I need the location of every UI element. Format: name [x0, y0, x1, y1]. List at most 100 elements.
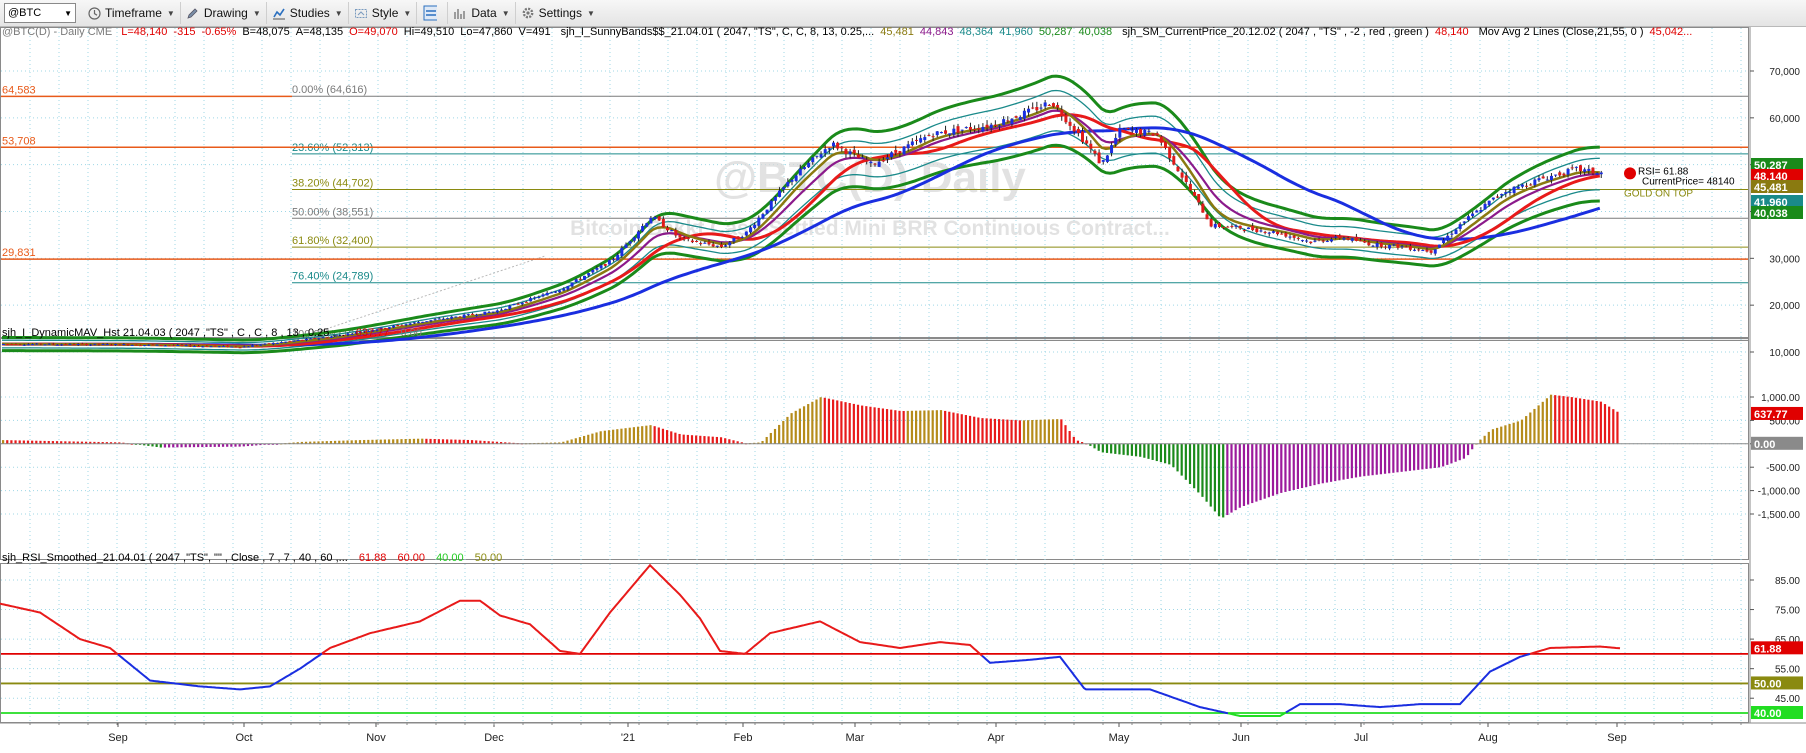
candle[interactable]	[628, 241, 632, 244]
candle[interactable]	[699, 243, 703, 245]
candle[interactable]	[1558, 172, 1562, 176]
mav-bar[interactable]	[578, 437, 582, 444]
mav-bar[interactable]	[367, 439, 370, 444]
candle[interactable]	[1172, 156, 1176, 165]
mav-bar[interactable]	[1425, 443, 1428, 469]
candle[interactable]	[964, 127, 968, 129]
mav-bar[interactable]	[192, 443, 196, 448]
mav-bar[interactable]	[1454, 443, 1457, 462]
candle[interactable]	[1072, 125, 1076, 132]
candle[interactable]	[956, 126, 960, 133]
candle[interactable]	[400, 325, 404, 327]
rsi-line-segment[interactable]	[117, 652, 323, 691]
mav-bar[interactable]	[1487, 431, 1490, 444]
candle[interactable]	[856, 154, 860, 158]
mav-bar[interactable]	[1122, 443, 1125, 455]
candle[interactable]	[973, 129, 977, 131]
candle[interactable]	[1425, 249, 1429, 252]
mav-bar[interactable]	[1271, 443, 1275, 496]
candle[interactable]	[234, 346, 238, 348]
mav-bar[interactable]	[1022, 420, 1026, 444]
mav-bar[interactable]	[1068, 431, 1071, 444]
mav-bar[interactable]	[1226, 443, 1229, 516]
mav-bar[interactable]	[358, 440, 362, 444]
mav-bar[interactable]	[22, 440, 25, 444]
candle[interactable]	[259, 344, 263, 346]
mav-bar[interactable]	[898, 410, 901, 444]
candle[interactable]	[1520, 184, 1524, 187]
mav-bar[interactable]	[1209, 443, 1212, 507]
mav-bar[interactable]	[811, 401, 814, 444]
mav-bar[interactable]	[1002, 419, 1005, 444]
mav-bar[interactable]	[1603, 404, 1607, 444]
mav-bar[interactable]	[1574, 397, 1578, 444]
mav-bar[interactable]	[1504, 425, 1507, 444]
mav-bar[interactable]	[1346, 443, 1349, 479]
mav-bar[interactable]	[1031, 420, 1034, 444]
mav-bar[interactable]	[184, 443, 187, 448]
candle[interactable]	[197, 346, 201, 348]
candle[interactable]	[670, 230, 674, 232]
mav-bar[interactable]	[1525, 416, 1528, 444]
candle[interactable]	[695, 240, 699, 242]
timeframe-button[interactable]: Timeframe ▼	[82, 2, 181, 24]
candle[interactable]	[1051, 103, 1055, 107]
mav-bar[interactable]	[18, 440, 21, 444]
candle[interactable]	[1164, 142, 1167, 148]
mav-bar[interactable]	[769, 432, 772, 444]
candle[interactable]	[329, 336, 333, 338]
mav-bar[interactable]	[707, 436, 710, 444]
mav-bar[interactable]	[296, 442, 299, 444]
mav-bar[interactable]	[815, 399, 818, 444]
candle[interactable]	[358, 332, 362, 334]
mav-bar[interactable]	[653, 426, 656, 444]
candle[interactable]	[462, 314, 466, 318]
mav-bar[interactable]	[1566, 396, 1569, 444]
candle[interactable]	[1093, 150, 1097, 154]
candle[interactable]	[64, 343, 68, 345]
mav-bar[interactable]	[1292, 443, 1295, 490]
mav-bar[interactable]	[1072, 436, 1075, 444]
mav-bar[interactable]	[60, 441, 63, 444]
mav-bar[interactable]	[396, 439, 399, 444]
mav-bar[interactable]	[412, 438, 416, 444]
mav-bar[interactable]	[1458, 443, 1461, 461]
mav-bar[interactable]	[221, 443, 225, 447]
mav-bar[interactable]	[558, 442, 561, 444]
mav-bar[interactable]	[993, 418, 997, 444]
candle[interactable]	[1168, 146, 1172, 159]
candle[interactable]	[587, 273, 591, 276]
chart-area[interactable]: @BTC(D) Daily Bitcoin Bakkt Cash-Settled…	[0, 27, 1806, 753]
candle[interactable]	[744, 231, 748, 236]
mav-bar[interactable]	[591, 433, 594, 444]
candle[interactable]	[944, 130, 948, 134]
candle[interactable]	[1018, 116, 1022, 120]
mav-bar[interactable]	[570, 439, 573, 444]
candle[interactable]	[134, 344, 138, 346]
mav-bar[interactable]	[1616, 411, 1619, 444]
candle[interactable]	[520, 302, 524, 305]
candle[interactable]	[765, 209, 769, 214]
rsi-line-segment[interactable]	[1227, 711, 1287, 717]
mav-bar[interactable]	[819, 397, 822, 444]
mav-bar[interactable]	[836, 400, 839, 444]
candle[interactable]	[1466, 216, 1470, 220]
mav-bar[interactable]	[1259, 443, 1262, 501]
candle[interactable]	[1230, 225, 1234, 227]
candle[interactable]	[508, 305, 512, 309]
candle[interactable]	[1242, 230, 1246, 232]
candle[interactable]	[885, 157, 889, 160]
mav-bar[interactable]	[2, 440, 5, 444]
candle[interactable]	[894, 149, 898, 153]
candle[interactable]	[1325, 240, 1329, 242]
mav-bar[interactable]	[1263, 443, 1266, 499]
mav-bar[interactable]	[1529, 412, 1532, 444]
mav-bar[interactable]	[661, 428, 665, 444]
mav-bar[interactable]	[1176, 443, 1179, 472]
mav-bar[interactable]	[1462, 443, 1465, 459]
mav-bar[interactable]	[80, 441, 84, 444]
candle[interactable]	[1579, 165, 1582, 172]
mav-bar[interactable]	[429, 438, 432, 444]
mav-bar[interactable]	[944, 410, 947, 444]
candle[interactable]	[1043, 102, 1047, 107]
